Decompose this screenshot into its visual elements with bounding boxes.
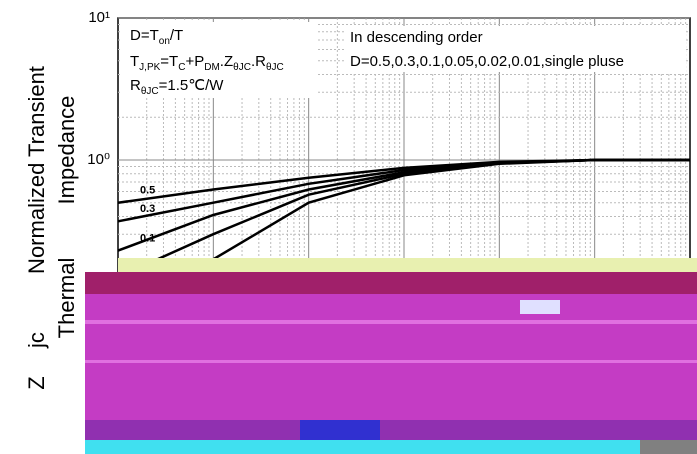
annotation-part: =T: [160, 53, 178, 70]
noise: [640, 440, 697, 454]
annotation-part: C: [178, 62, 185, 73]
noise: [85, 440, 697, 454]
annotation-part: θJC: [266, 62, 284, 73]
y-tick-label: 10¹: [88, 9, 110, 26]
noise: [520, 300, 560, 314]
annotation-box: [120, 22, 316, 98]
annotation-part: .Z: [220, 53, 233, 70]
noise: [85, 360, 697, 363]
annotation-part: D=T: [130, 27, 159, 44]
y-axis-label: Normalized Transient: [24, 66, 49, 274]
annotation-part: on: [159, 36, 170, 47]
annotation-part: /T: [170, 27, 183, 44]
annotation-box: [346, 26, 686, 72]
annotation-part: θJC: [141, 86, 159, 97]
annotation: In descending order: [350, 29, 483, 46]
series-label: 0.5: [140, 185, 155, 197]
series-label: 0.3: [140, 203, 155, 215]
y-tick-label: 10⁰: [87, 151, 110, 168]
annotation: TJ,PK=TC+PDM.ZθJC.RθJC: [130, 53, 284, 73]
y-axis-label: Thermal: [54, 258, 79, 339]
corrupted-region: [85, 258, 697, 454]
noise: [85, 420, 697, 440]
annotation-part: =1.5℃/W: [159, 77, 225, 94]
noise: [300, 420, 380, 440]
y-axis-label: Impedance: [54, 96, 79, 205]
annotation-part: +P: [185, 53, 204, 70]
annotation: D=0.5,0.3,0.1,0.05,0.02,0.01,single plus…: [350, 53, 624, 70]
annotation: RθJC=1.5℃/W: [130, 77, 224, 97]
noise: [85, 320, 697, 324]
annotation-part: θJC: [233, 62, 251, 73]
annotation: D=Ton/T: [130, 27, 183, 47]
annotation-part: DM: [204, 62, 220, 73]
series-label: 0.1: [140, 233, 155, 245]
noise: [85, 272, 697, 294]
annotation-part: T: [130, 53, 139, 70]
y-axis-label: jc: [24, 332, 49, 349]
noise: [85, 272, 697, 440]
annotation-part: .R: [251, 53, 266, 70]
annotation-part: J,PK: [139, 62, 160, 73]
noise: [118, 258, 697, 274]
annotation-part: D=0.5,0.3,0.1,0.05,0.02,0.01,single plus…: [350, 53, 624, 70]
annotation-part: In descending order: [350, 29, 483, 46]
annotation-part: R: [130, 77, 141, 94]
annotations: D=Ton/TTJ,PK=TC+PDM.ZθJC.RθJCRθJC=1.5℃/W…: [130, 27, 624, 97]
y-axis-label: Z: [24, 376, 49, 389]
